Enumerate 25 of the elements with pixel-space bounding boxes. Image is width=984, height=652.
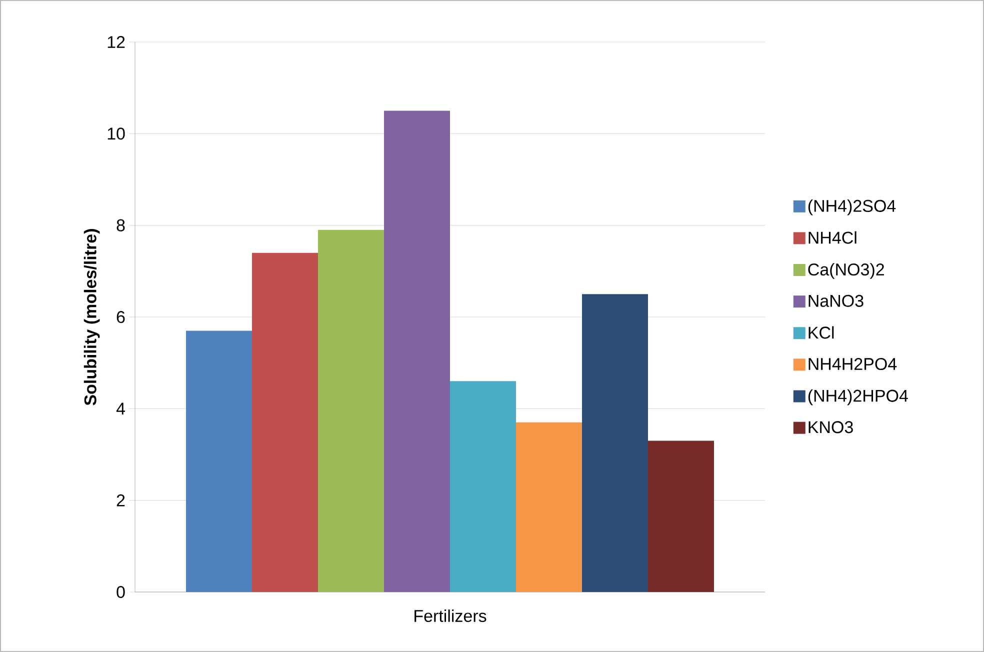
y-tick-label: 2 (116, 494, 125, 506)
legend-label: Ca(NO3)2 (808, 263, 884, 279)
legend-label: (NH4)2SO4 (808, 199, 896, 216)
y-tick-label: 10 (108, 128, 125, 140)
legend-label: NaNO3 (808, 294, 864, 307)
legend-label: KNO3 (808, 421, 853, 434)
y-tick-label: 0 (116, 586, 125, 598)
bar (516, 422, 582, 592)
legend-label: NH4Cl (808, 231, 856, 244)
legend-label: NH4H2PO4 (808, 358, 897, 370)
y-tick-label: 8 (116, 219, 125, 232)
legend-label: KCl (808, 326, 834, 339)
x-tick-label: Fertilizers (414, 610, 486, 622)
bar (384, 110, 450, 592)
bar (252, 252, 318, 592)
y-tick-label: 4 (116, 402, 125, 415)
bar (648, 440, 714, 592)
bar (582, 294, 648, 592)
bar (450, 381, 516, 592)
bar (186, 330, 252, 592)
y-tick-label: 12 (108, 36, 125, 48)
y-axis-title: Solubility (moles/litre) (84, 229, 100, 406)
legend-label: (NH4)2HPO4 (808, 389, 908, 406)
bar (318, 230, 384, 592)
y-tick-label: 6 (116, 310, 125, 324)
